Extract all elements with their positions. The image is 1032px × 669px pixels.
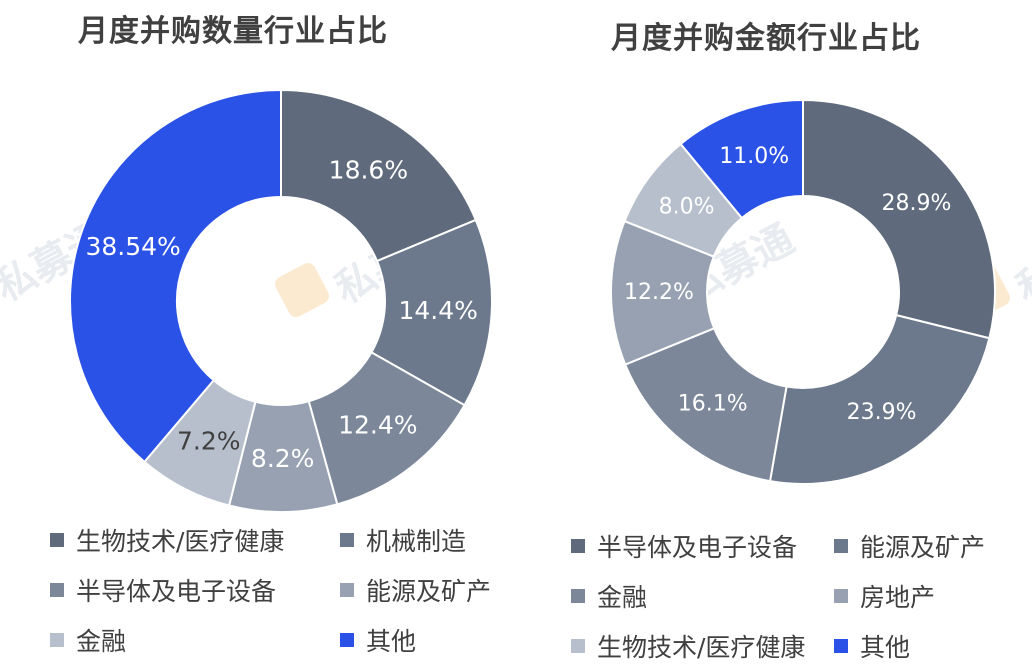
donut-slice-0 xyxy=(280,88,478,263)
legend-label: 生物技术/医疗健康 xyxy=(597,633,806,662)
slice-value-label: 7.2% xyxy=(177,426,241,455)
slice-value-label: 28.9% xyxy=(881,191,951,216)
donut-slice-0 xyxy=(802,98,996,340)
slice-value-label: 14.4% xyxy=(398,296,477,325)
chart-title: 月度并购数量行业占比 xyxy=(78,14,388,49)
legend-swatch xyxy=(834,539,848,553)
donut-slice-2 xyxy=(623,326,788,483)
legend-item: 能源及矿产 xyxy=(834,528,985,564)
legend-item: 生物技术/医疗健康 xyxy=(571,628,805,664)
legend-item: 半导体及电子设备 xyxy=(50,572,276,608)
slice-value-label: 12.4% xyxy=(338,411,417,440)
legend-item: 房地产 xyxy=(834,578,935,614)
chart-title: 月度并购金额行业占比 xyxy=(611,21,921,56)
legend-swatch xyxy=(50,533,64,547)
legend-label: 能源及矿产 xyxy=(860,533,986,562)
legend-label: 半导体及电子设备 xyxy=(76,577,277,606)
legend-swatch xyxy=(571,639,585,653)
legend-item: 其他 xyxy=(340,622,416,658)
legend-item: 机械制造 xyxy=(340,522,466,558)
legend-label: 能源及矿产 xyxy=(366,577,492,606)
legend-label: 其他 xyxy=(860,633,911,662)
legend-label: 房地产 xyxy=(860,583,936,612)
legend-label: 生物技术/医疗健康 xyxy=(76,527,285,556)
donut-chart: 18.6% 14.4% 12.4% 8.2% 7.2% 38.54% xyxy=(69,88,493,513)
legend-label: 金融 xyxy=(76,627,127,656)
slice-value-label: 18.6% xyxy=(329,155,408,184)
legend-label: 半导体及电子设备 xyxy=(597,533,798,562)
legend-item: 半导体及电子设备 xyxy=(571,528,797,564)
slice-value-label: 38.54% xyxy=(85,232,180,261)
legend-swatch xyxy=(340,533,354,547)
legend-swatch xyxy=(571,539,585,553)
legend-label: 金融 xyxy=(597,583,648,612)
legend-label: 其他 xyxy=(366,627,417,656)
slice-value-label: 23.9% xyxy=(847,400,917,425)
slice-value-label: 11.0% xyxy=(719,144,789,169)
donut-slice-5 xyxy=(679,98,804,220)
legend-item: 金融 xyxy=(50,622,126,658)
donut-slice-5 xyxy=(69,88,282,464)
donut-chart: 28.9% 23.9% 16.1% 12.2% 8.0% 11.0% xyxy=(610,98,996,485)
slice-value-label: 8.0% xyxy=(659,195,715,220)
legend-item: 金融 xyxy=(571,578,647,614)
legend-swatch xyxy=(834,589,848,603)
legend-label: 机械制造 xyxy=(366,527,467,556)
slice-value-label: 8.2% xyxy=(251,444,315,473)
chart-panel-count: 月度并购数量行业占比 私募通 私募通 18.6%14.4%12.4%8.2%7.… xyxy=(0,14,493,658)
slice-value-label: 16.1% xyxy=(678,392,748,417)
legend-swatch xyxy=(340,583,354,597)
legend-swatch xyxy=(571,589,585,603)
legend-swatch xyxy=(834,639,848,653)
legend-swatch xyxy=(50,583,64,597)
legend-swatch xyxy=(340,633,354,647)
legend-item: 其他 xyxy=(834,628,910,664)
legend-item: 能源及矿产 xyxy=(340,572,491,608)
donut-slice-1 xyxy=(768,313,991,485)
slice-value-label: 12.2% xyxy=(624,280,694,305)
legend-swatch xyxy=(50,633,64,647)
chart-panel-amount: 月度并购金额行业占比 私募通 私募通 28.9% 23.9% 16.1% 12.2% 8… xyxy=(516,0,1032,669)
legend-item: 生物技术/医疗健康 xyxy=(50,522,284,558)
